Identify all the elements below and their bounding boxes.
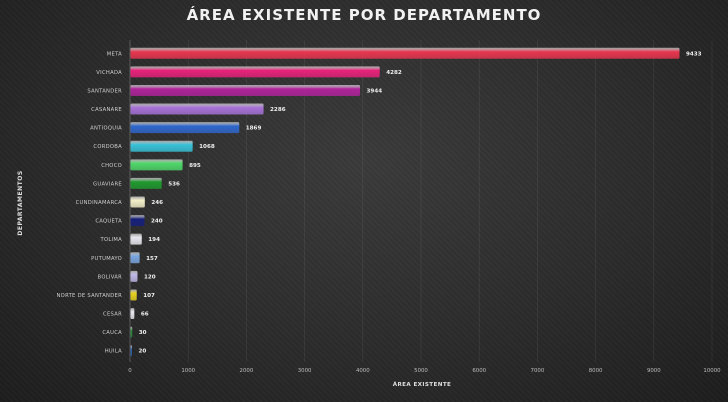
x-tick-label: 4000 bbox=[356, 368, 370, 374]
bar-meta bbox=[130, 47, 680, 59]
category-label: ANTIOQUIA bbox=[90, 126, 122, 132]
value-label: 536 bbox=[168, 181, 180, 187]
category-label: CAQUETA bbox=[95, 219, 122, 225]
bar-cauca bbox=[130, 326, 133, 338]
value-label: 30 bbox=[139, 330, 147, 336]
category-label: CUNDINAMARCA bbox=[76, 200, 123, 206]
x-tick-label: 7000 bbox=[531, 368, 545, 374]
category-label: PUTUMAYO bbox=[91, 256, 122, 262]
value-label: 66 bbox=[141, 312, 149, 318]
value-label: 240 bbox=[151, 219, 163, 225]
y-axis-title: DEPARTAMENTOS bbox=[17, 170, 24, 235]
value-label: 20 bbox=[139, 349, 147, 355]
bar-casanare bbox=[130, 103, 264, 115]
category-label: CHOCO bbox=[101, 163, 122, 169]
x-axis-title: ÁREA EXISTENTE bbox=[393, 381, 452, 388]
category-label: HUILA bbox=[105, 349, 122, 355]
x-tick-label: 0 bbox=[128, 368, 132, 374]
x-tick-label: 1000 bbox=[181, 368, 195, 374]
category-label: GUAVIARE bbox=[93, 181, 122, 187]
x-tick-label: 8000 bbox=[589, 368, 603, 374]
bar-norte-de-santander bbox=[130, 289, 137, 301]
category-label: NORTE DE SANTANDER bbox=[57, 293, 123, 299]
category-label: CESAR bbox=[103, 312, 122, 318]
chart-title: ÁREA EXISTENTE POR DEPARTAMENTO bbox=[186, 6, 542, 24]
value-label: 194 bbox=[148, 237, 160, 243]
x-tick-label: 5000 bbox=[414, 368, 428, 374]
bar-choco bbox=[130, 159, 183, 171]
category-label: TOLIMA bbox=[100, 237, 123, 243]
value-label: 2286 bbox=[270, 107, 286, 113]
bar-guaviare bbox=[130, 177, 162, 189]
bar-tolima bbox=[130, 233, 142, 245]
bar-vichada bbox=[130, 66, 380, 78]
bar-antioquia bbox=[130, 122, 240, 134]
bar-cundinamarca bbox=[130, 196, 145, 208]
category-label: META bbox=[107, 51, 122, 57]
value-label: 9433 bbox=[686, 51, 702, 57]
value-label: 107 bbox=[143, 293, 155, 299]
category-label: VICHADA bbox=[96, 70, 122, 76]
bar-cesar bbox=[130, 308, 135, 320]
value-label: 120 bbox=[144, 274, 156, 280]
value-label: 1068 bbox=[199, 144, 215, 150]
value-label: 3944 bbox=[367, 88, 383, 94]
x-tick-label: 10000 bbox=[703, 368, 721, 374]
bar-caqueta bbox=[130, 215, 145, 227]
value-label: 4282 bbox=[386, 70, 402, 76]
value-label: 246 bbox=[151, 200, 163, 206]
category-labels: META VICHADA SANTANDER CASANARE ANTIOQUIA COR… bbox=[57, 51, 123, 355]
bar-huila bbox=[130, 345, 132, 357]
x-tick-label: 2000 bbox=[240, 368, 254, 374]
category-label: CAUCA bbox=[102, 330, 122, 336]
bar-bolivar bbox=[130, 270, 138, 282]
bar-putumayo bbox=[130, 252, 140, 264]
x-tick-labels: 0 1000 2000 3000 4000 5000 6000 7000 8000 9000 100… bbox=[128, 368, 721, 374]
value-label: 157 bbox=[146, 256, 158, 262]
gridlines bbox=[129, 40, 713, 362]
category-label: CORDOBA bbox=[93, 144, 122, 150]
value-labels: 9433 4282 3944 2286 1869 1068 895 536 246 240 194 1… bbox=[139, 51, 702, 354]
bars bbox=[130, 47, 680, 357]
category-label: CASANARE bbox=[91, 107, 122, 113]
bar-santander bbox=[130, 84, 361, 96]
x-tick-label: 9000 bbox=[647, 368, 661, 374]
bar-cordoba bbox=[130, 140, 193, 152]
x-tick-label: 3000 bbox=[298, 368, 312, 374]
value-label: 895 bbox=[189, 163, 201, 169]
category-label: SANTANDER bbox=[87, 88, 122, 94]
y-axis-title-group: DEPARTAMENTOS bbox=[17, 170, 24, 235]
x-tick-label: 6000 bbox=[472, 368, 486, 374]
category-label: BOLIVAR bbox=[98, 274, 123, 280]
value-label: 1869 bbox=[246, 126, 262, 132]
